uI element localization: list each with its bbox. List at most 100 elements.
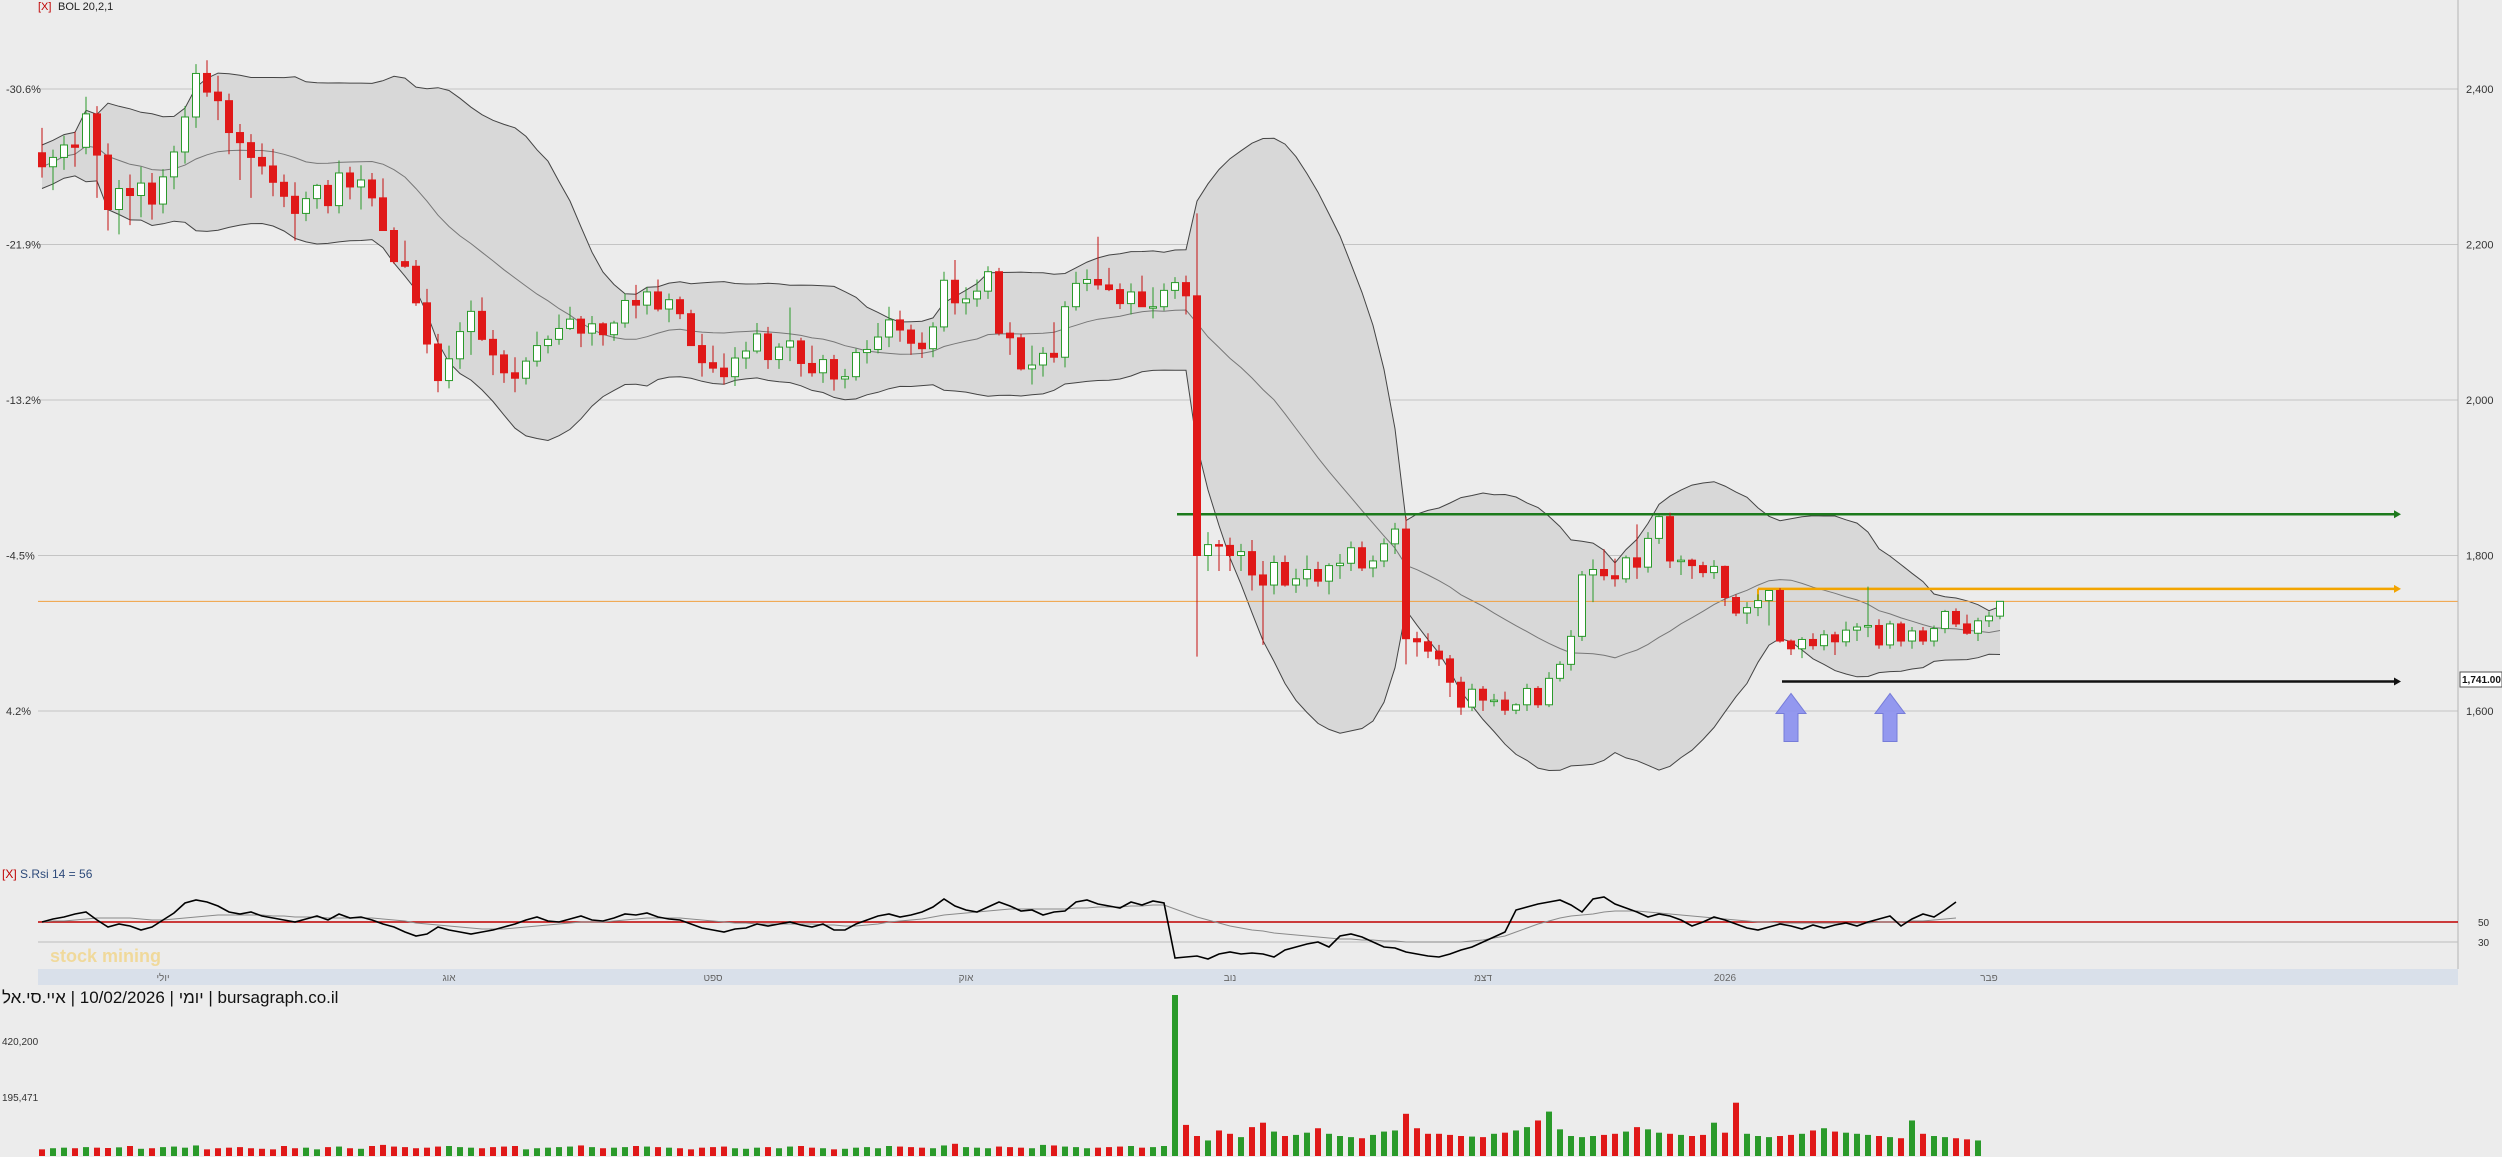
volume-bar: [314, 1149, 320, 1156]
candle-body-up: [555, 327, 563, 340]
volume-bar: [347, 1148, 353, 1156]
support-level-arrowhead: [2394, 677, 2401, 686]
candle: [940, 271, 948, 332]
volume-bar: [1513, 1130, 1519, 1156]
volume-bar: [215, 1148, 221, 1156]
candle-body-up: [1545, 677, 1553, 706]
candle-body-down: [291, 195, 299, 214]
candle-body-down: [995, 271, 1003, 334]
time-axis-strip: [38, 969, 2458, 985]
rsi-flag[interactable]: [X]: [2, 867, 17, 881]
candle: [159, 169, 167, 214]
candle: [1853, 623, 1861, 642]
candle-body-down: [1314, 568, 1322, 582]
candle: [368, 172, 376, 207]
candle: [1501, 691, 1509, 715]
volume-bar: [270, 1149, 276, 1156]
candle-body-up: [874, 336, 882, 350]
rsi-label: S.Rsi 14 = 56: [20, 867, 93, 881]
volume-bar: [1150, 1147, 1156, 1156]
candle-body-down: [71, 144, 79, 148]
candle: [742, 341, 750, 369]
candle: [1600, 549, 1608, 581]
candle-body-down: [1402, 528, 1410, 640]
volume-bar: [1216, 1130, 1222, 1156]
volume-bar: [1524, 1127, 1530, 1156]
candle: [192, 64, 200, 128]
volume-bar: [325, 1147, 331, 1156]
candle-body-down: [225, 100, 233, 134]
candle: [555, 314, 563, 345]
volume-bar: [754, 1147, 760, 1156]
candle: [1336, 553, 1344, 579]
candle-body-down: [654, 291, 662, 310]
candle: [1908, 627, 1916, 649]
candle-body-down: [709, 362, 717, 369]
volume-bar: [1931, 1136, 1937, 1156]
volume-bar: [1271, 1131, 1277, 1156]
candle-body-up: [775, 346, 783, 361]
candle-body-up: [1325, 565, 1333, 582]
volume-bar: [1810, 1130, 1816, 1156]
volume-bar: [149, 1148, 155, 1156]
candle-body-down: [1006, 332, 1014, 339]
candle-body-up: [181, 116, 189, 153]
candle-body-up: [170, 151, 178, 178]
candle-body-up: [1996, 600, 2004, 617]
candle: [148, 172, 156, 220]
candle: [1061, 301, 1069, 368]
price-tick-label: 2,400: [2466, 84, 2494, 96]
candle: [1699, 561, 1707, 578]
volume-bar: [1282, 1136, 1288, 1156]
volume-bar: [1623, 1131, 1629, 1156]
volume-bar: [732, 1148, 738, 1156]
candle-body-up: [863, 348, 871, 354]
volume-bar: [72, 1148, 78, 1156]
candle-body-up: [1292, 578, 1300, 586]
time-axis-label: נוב: [1224, 973, 1237, 984]
candle: [1732, 594, 1740, 617]
candle-body-up: [335, 172, 343, 207]
volume-bar: [1700, 1134, 1706, 1156]
volume-bar: [1172, 995, 1178, 1156]
bollinger-flag-text[interactable]: [X]: [38, 1, 51, 13]
candle-body-down: [390, 230, 398, 263]
volume-bar: [1194, 1136, 1200, 1156]
candle: [1864, 586, 1872, 638]
candle-body-up: [49, 156, 57, 168]
candle: [214, 75, 222, 121]
candle: [907, 324, 915, 355]
volume-bar: [237, 1147, 243, 1156]
candle-body-down: [1193, 295, 1201, 556]
candle: [874, 323, 882, 354]
candle: [1314, 561, 1322, 587]
candle: [1215, 539, 1223, 572]
candle: [632, 284, 640, 319]
candle: [819, 354, 827, 383]
candle: [1182, 275, 1190, 315]
candle: [852, 348, 860, 381]
candle: [236, 123, 244, 180]
candle: [1468, 683, 1476, 711]
volume-bar: [1227, 1133, 1233, 1156]
volume-bar: [1337, 1136, 1343, 1156]
bollinger-label: BOL 20,2,1: [58, 1, 113, 13]
volume-bar: [853, 1147, 859, 1156]
candle-body-down: [269, 165, 277, 183]
candle: [1809, 633, 1817, 650]
volume-bar: [248, 1148, 254, 1156]
volume-bar: [1293, 1134, 1299, 1156]
candle: [1710, 560, 1718, 579]
candle: [1226, 537, 1234, 572]
signal-arrow-icon: [1775, 692, 1807, 742]
candle-body-down: [1809, 638, 1817, 647]
footer-caption: יומי | 10/02/2026 | איי.סי.אל | bursagra…: [2, 988, 338, 1007]
volume-bar: [1040, 1144, 1046, 1156]
volume-bar: [1249, 1127, 1255, 1156]
candle: [225, 93, 233, 155]
bollinger-flag[interactable]: [X]: [38, 1, 51, 13]
volume-bar: [1766, 1137, 1772, 1156]
candle: [951, 260, 959, 315]
volume-bar: [1689, 1136, 1695, 1156]
